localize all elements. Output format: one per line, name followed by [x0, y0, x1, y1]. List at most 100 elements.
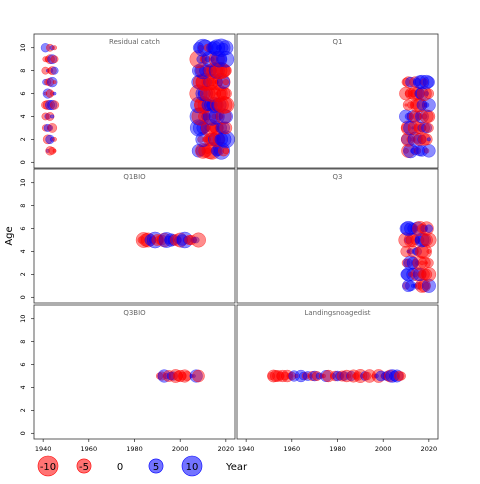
legend-label: 0: [117, 462, 123, 473]
bubble: [417, 123, 427, 133]
y-tick-label: 2: [19, 137, 27, 141]
panel-title: Q1BIO: [123, 173, 146, 181]
bubble: [212, 38, 231, 57]
x-tick-label: 2000: [375, 445, 392, 453]
bubble: [216, 86, 231, 101]
bubble: [164, 233, 178, 247]
panel-frame: [236, 304, 439, 440]
bubble-group: [135, 231, 206, 249]
bubble: [422, 76, 435, 89]
bubble: [421, 122, 432, 134]
legend-bubble: [76, 458, 92, 474]
bubble: [50, 55, 59, 64]
bubble: [405, 76, 416, 88]
bubble-group: [40, 38, 235, 160]
bubble: [47, 54, 58, 65]
bubble: [371, 369, 386, 383]
bubble: [204, 147, 211, 154]
bubble: [213, 97, 229, 113]
bubble-group: [155, 369, 205, 383]
y-tick-label: 8: [19, 340, 27, 344]
bubble: [172, 370, 183, 382]
panel-title: Q3BIO: [123, 309, 146, 317]
bubble: [401, 258, 411, 268]
bubble: [172, 232, 188, 248]
bubble: [424, 258, 434, 268]
y-tick-label: 6: [19, 91, 27, 95]
legend-bubble: [37, 455, 59, 477]
bubble: [415, 282, 424, 290]
bubble: [419, 74, 434, 90]
bubble: [218, 40, 234, 56]
y-tick-label: 10: [19, 315, 27, 323]
bubble: [52, 91, 57, 96]
bubble-group: [267, 369, 406, 383]
bubble: [422, 144, 436, 158]
bubble: [352, 372, 360, 380]
legend-label: -5: [79, 462, 89, 473]
bubble: [426, 137, 431, 142]
bubble: [415, 244, 429, 259]
bubble: [215, 53, 227, 65]
bubble: [47, 76, 58, 88]
bubble: [401, 77, 411, 87]
y-tick-label: 0: [19, 160, 27, 164]
bubble: [417, 134, 427, 145]
x-tick-label: 1960: [284, 445, 301, 453]
bubble-group: [398, 220, 437, 293]
bubble: [49, 100, 60, 110]
y-tick-label: 8: [19, 204, 27, 208]
legend-label: 10: [186, 462, 199, 473]
bubble: [46, 124, 54, 131]
bubble: [406, 112, 415, 121]
legend-label: 5: [153, 462, 159, 473]
bubble: [199, 55, 207, 63]
bubble: [415, 260, 420, 266]
x-tick-label: 2020: [218, 445, 235, 453]
bubble: [190, 232, 206, 248]
panel-title: Q3: [333, 173, 343, 181]
y-tick-label: 0: [19, 431, 27, 435]
y-tick-label: 10: [19, 44, 27, 52]
bubble: [393, 370, 405, 382]
panel-frame: [236, 33, 439, 169]
bubble: [412, 247, 422, 256]
bubble: [403, 258, 413, 268]
bubble: [424, 224, 433, 233]
bubble: [210, 50, 228, 68]
bubble-group: [399, 74, 436, 159]
bubble: [182, 371, 192, 381]
bubble: [219, 121, 233, 135]
bubble: [166, 371, 176, 381]
bubble: [52, 137, 57, 142]
x-tick-label: 1980: [126, 445, 143, 453]
bubble: [407, 86, 423, 101]
bubble: [420, 133, 433, 146]
bubble: [50, 66, 59, 75]
bubble: [423, 88, 435, 99]
bubble: [413, 78, 422, 87]
bubble: [222, 79, 229, 86]
legend: Year -10 -5 0 5 10: [37, 455, 248, 477]
bubble: [47, 99, 58, 111]
bubble: [208, 131, 225, 148]
bubble: [423, 148, 430, 154]
bubble: [389, 370, 401, 382]
legend-title: Year: [225, 462, 248, 473]
bubble: [217, 50, 235, 68]
bubble: [424, 261, 429, 265]
bubble: [42, 100, 53, 111]
panel-frame: [33, 304, 236, 440]
legend-bubble: [181, 455, 203, 477]
bubble: [421, 268, 433, 280]
panel-q3: Q3: [236, 168, 439, 304]
panel-title: Residual catch: [109, 38, 160, 46]
bubble: [216, 88, 227, 99]
bubble: [47, 123, 58, 133]
y-tick-label: 6: [19, 362, 27, 366]
panel-landingsnoagedist: Landingsnoagedist 1940 1960 1980 2000 2020: [236, 304, 439, 453]
bubble: [321, 373, 326, 379]
bubble: [213, 145, 225, 156]
